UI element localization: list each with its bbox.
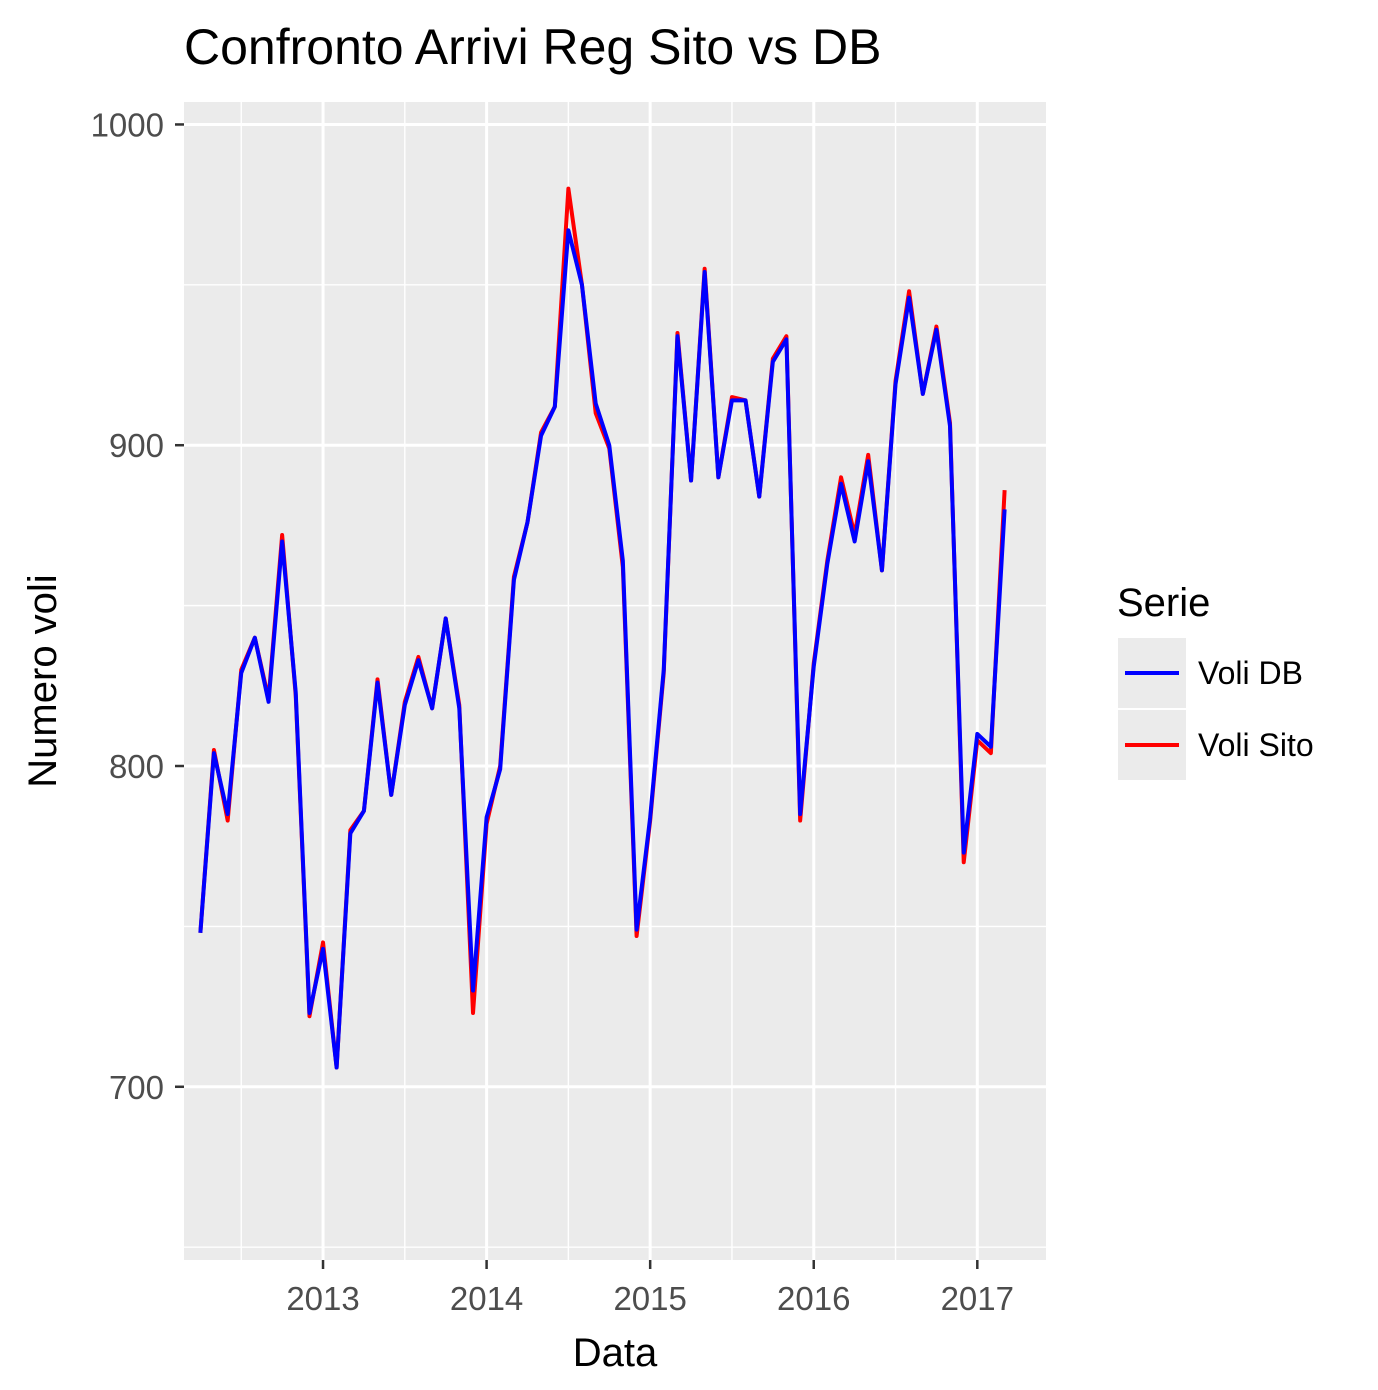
series-layer xyxy=(198,186,1007,1070)
x-tick-label: 2013 xyxy=(286,1280,359,1317)
y-tick-label: 1000 xyxy=(91,106,164,143)
x-axis-title: Data xyxy=(573,1331,658,1375)
y-axis-title: Numero voli xyxy=(21,574,65,787)
axes: 700 800 900 1000 2013 2014 2015 2016 2017 xyxy=(91,106,1014,1317)
chart-title: Confronto Arrivi Reg Sito vs DB xyxy=(184,19,882,75)
y-tick-label: 900 xyxy=(109,427,164,464)
series-line-voli-db xyxy=(198,228,1007,1070)
plot-panel xyxy=(184,102,1046,1260)
legend: Serie Voli DB Voli Sito xyxy=(1117,581,1314,780)
x-tick-label: 2017 xyxy=(941,1280,1014,1317)
grid xyxy=(184,102,1046,1260)
legend-title: Serie xyxy=(1117,581,1210,625)
x-tick-label: 2014 xyxy=(450,1280,523,1317)
x-tick-label: 2015 xyxy=(613,1280,686,1317)
y-tick-label: 800 xyxy=(109,748,164,785)
y-tick-label: 700 xyxy=(109,1069,164,1106)
legend-label: Voli Sito xyxy=(1198,727,1314,763)
legend-label: Voli DB xyxy=(1198,655,1303,691)
x-tick-label: 2016 xyxy=(777,1280,850,1317)
